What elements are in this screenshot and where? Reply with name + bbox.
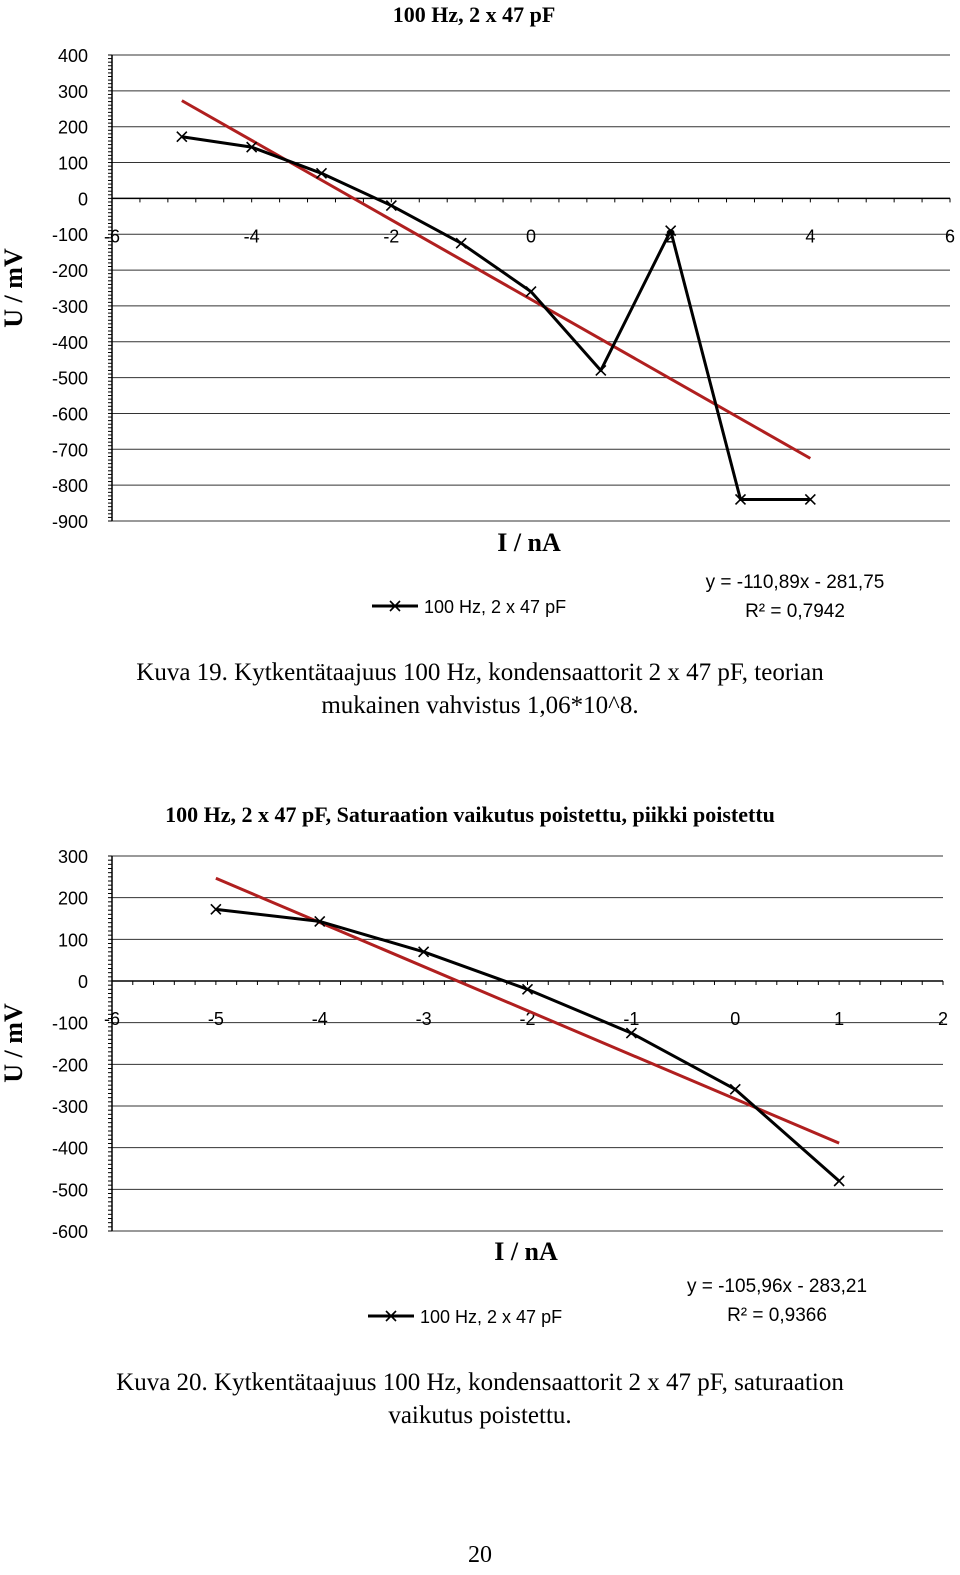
chart1-x-tick-label: -2	[383, 226, 399, 246]
chart2-x-tick-label: -1	[623, 1009, 639, 1029]
chart2-y-tick-label: 0	[78, 972, 88, 992]
chart1-y-tick-label: -300	[52, 297, 88, 317]
chart2-y-tick-label: -600	[52, 1222, 88, 1242]
chart2-x-tick-label: 1	[834, 1009, 844, 1029]
chart2-data-point	[729, 1083, 741, 1095]
chart1-y-tick-label: 300	[58, 82, 88, 102]
chart2-data-point	[521, 983, 534, 995]
chart1-y-tick-label: 100	[58, 154, 88, 174]
chart2-x-tick-label: 2	[938, 1009, 948, 1029]
chart2-legend-label: 100 Hz, 2 x 47 pF	[420, 1307, 562, 1327]
chart2-y-tick-label: -400	[52, 1139, 88, 1159]
chart2-title: 100 Hz, 2 x 47 pF, Saturaation vaikutus …	[165, 802, 775, 827]
chart1-y-tick-label: -100	[52, 225, 88, 245]
chart2-data-point	[625, 1027, 637, 1039]
caption-2-line-1: Kuva 20. Kytkentätaajuus 100 Hz, kondens…	[116, 1369, 844, 1396]
chart1-y-tick-label: -500	[52, 369, 88, 389]
chart1-series-line	[181, 135, 811, 501]
chart1-x-tick-label: 0	[526, 226, 536, 246]
chart-2: 100 Hz, 2 x 47 pF, Saturaation vaikutus …	[0, 802, 948, 1327]
chart1-x-axis-label: I / nA	[497, 528, 561, 557]
chart1-y-tick-label: -200	[52, 261, 88, 281]
chart2-data-point	[210, 903, 222, 915]
chart2-x-tick-label: 0	[730, 1009, 740, 1029]
chart1-trendline-equation: y = -110,89x - 281,75	[706, 572, 885, 593]
caption-1-line-1: Kuva 19. Kytkentätaajuus 100 Hz, kondens…	[136, 659, 824, 686]
chart2-x-tick-label: -5	[208, 1009, 224, 1029]
chart2-trendline-equation: y = -105,96x - 283,21	[687, 1276, 867, 1297]
chart1-data-point	[525, 286, 537, 298]
chart1-y-tick-label: -400	[52, 333, 88, 353]
chart1-x-tick-label: 6	[945, 226, 955, 246]
chart2-data-point	[314, 915, 326, 927]
chart1-x-tick-label: -4	[244, 226, 260, 246]
chart1-x-tick-label: 4	[805, 226, 815, 246]
chart1-y-tick-label: -900	[52, 512, 88, 532]
caption-2-line-2: vaikutus poistettu.	[388, 1402, 572, 1429]
chart1-data-point	[176, 131, 188, 143]
page-number: 20	[468, 1542, 492, 1568]
chart2-series-line	[215, 907, 841, 1183]
chart2-y-axis-label: U / mV	[0, 1003, 28, 1083]
chart1-data-point	[734, 493, 747, 506]
chart1-legend-marker	[389, 600, 401, 612]
chart1-y-axis-label: U / mV	[0, 248, 28, 328]
chart1-y-tick-label: -600	[52, 404, 88, 424]
chart1-data-point	[804, 493, 816, 506]
chart1-data-point	[385, 199, 397, 212]
chart1-legend-label: 100 Hz, 2 x 47 pF	[424, 597, 566, 617]
chart2-x-tick-label: -3	[416, 1009, 432, 1029]
chart2-y-tick-label: -100	[52, 1014, 88, 1034]
chart1-y-tick-label: 200	[58, 118, 88, 138]
chart1-y-tick-label: -800	[52, 476, 88, 496]
chart1-y-tick-label: 400	[58, 46, 88, 66]
chart2-y-tick-label: -200	[52, 1055, 88, 1075]
chart2-y-tick-label: 100	[58, 930, 88, 950]
chart2-x-axis-label: I / nA	[494, 1237, 558, 1266]
chart1-y-tick-label: 0	[78, 189, 88, 209]
chart2-data-point	[833, 1175, 845, 1187]
chart2-legend-marker	[385, 1310, 397, 1322]
chart2-trendline	[215, 876, 840, 1145]
chart2-x-tick-label: -4	[312, 1009, 328, 1029]
chart2-trendline-r-squared: R² = 0,9366	[727, 1305, 827, 1326]
chart1-y-tick-label: -700	[52, 440, 88, 460]
chart1-data-point	[665, 225, 677, 237]
chart2-y-tick-label: -500	[52, 1180, 88, 1200]
chart2-x-tick-label: -6	[104, 1009, 120, 1029]
chart2-y-tick-label: 300	[58, 847, 88, 867]
chart1-data-point	[595, 364, 607, 377]
chart1-data-point	[455, 237, 467, 249]
chart2-y-tick-label: -300	[52, 1097, 88, 1117]
chart1-x-tick-label: -6	[104, 226, 120, 246]
chart2-y-tick-label: 200	[58, 889, 88, 909]
chart1-data-point	[315, 167, 328, 179]
chart1-trendline-r-squared: R² = 0,7942	[745, 601, 845, 622]
caption-1-line-2: mukainen vahvistus 1,06*10^8.	[321, 692, 639, 719]
chart1-title: 100 Hz, 2 x 47 pF	[393, 2, 556, 27]
chart2-data-point	[418, 946, 430, 958]
chart-1: 100 Hz, 2 x 47 pF 400 300 200 100 0 -100 -200 -3…	[0, 2, 955, 622]
caption-1: Kuva 19. Kytkentätaajuus 100 Hz, kondens…	[0, 656, 960, 722]
chart1-data-point	[246, 141, 258, 153]
caption-2: Kuva 20. Kytkentätaajuus 100 Hz, kondens…	[0, 1366, 960, 1432]
